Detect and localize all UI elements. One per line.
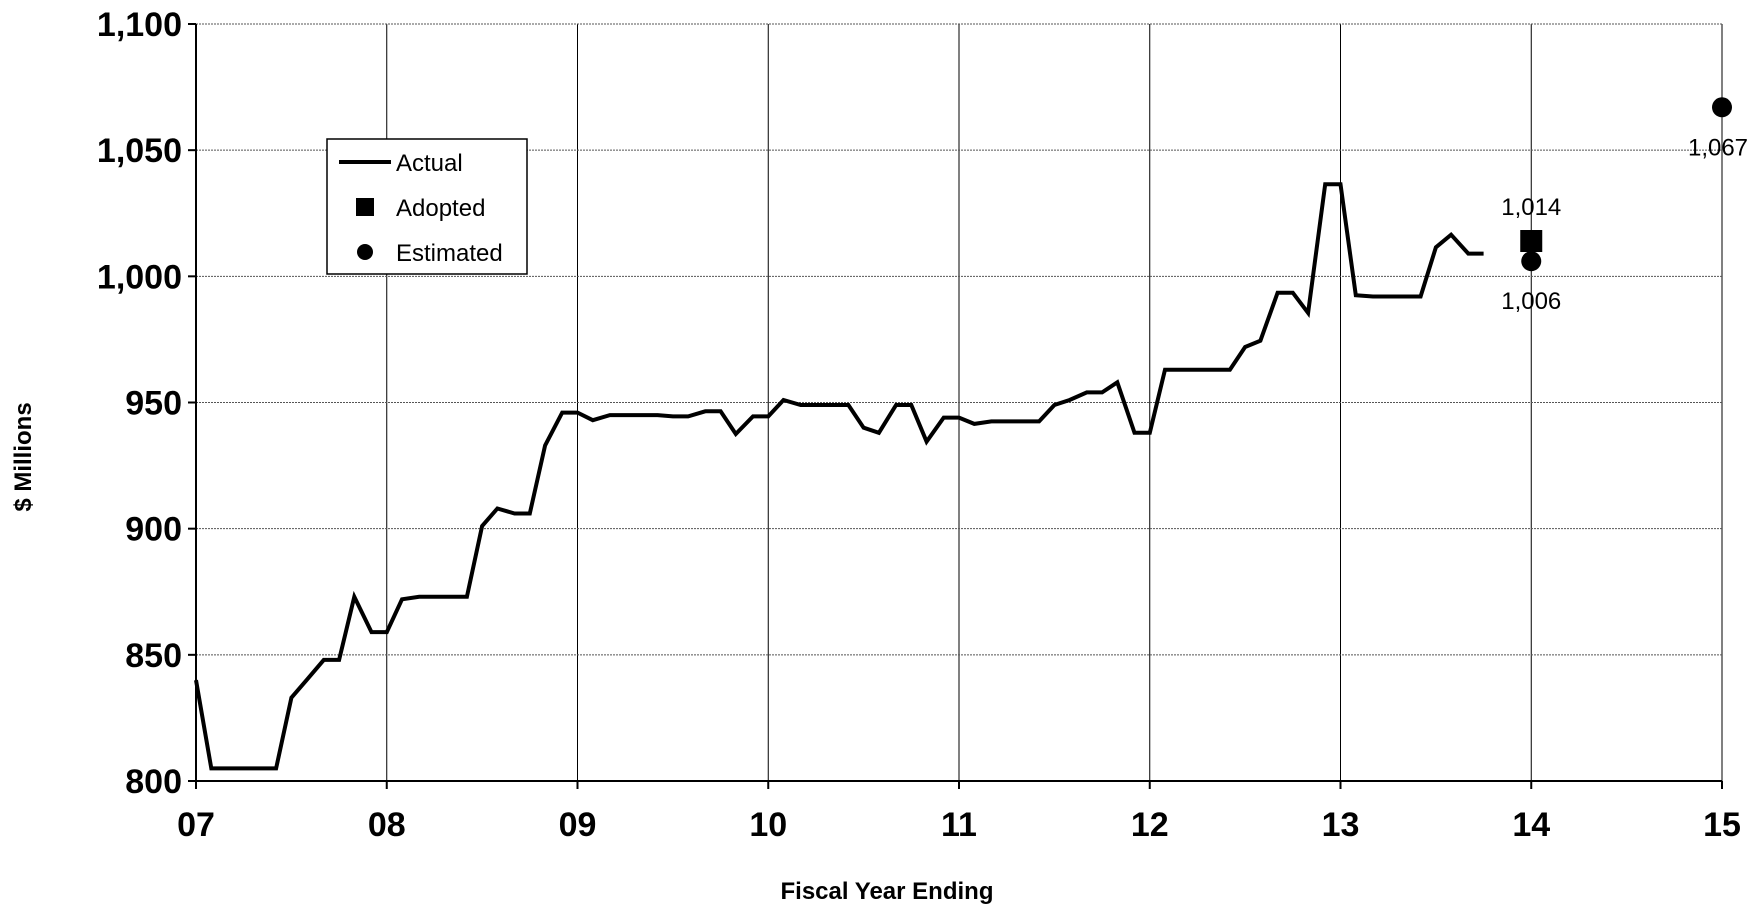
x-tick-label: 09 [559,806,597,844]
y-tick-label: 1,050 [97,132,182,170]
x-tick-label: 08 [368,806,406,844]
adopted-data-label: 1,014 [1501,194,1561,221]
estimated-data-label: 1,067 [1688,134,1748,161]
estimated-marker [1712,97,1732,117]
legend-label-estimated: Estimated [396,240,503,267]
grid-lines [196,24,1722,781]
x-tick-label: 10 [749,806,787,844]
x-axis-title: Fiscal Year Ending [781,878,994,905]
estimated-marker [1521,251,1541,271]
y-tick-label: 850 [125,637,182,675]
legend-circle-icon [357,244,373,260]
x-tick-label: 12 [1131,806,1169,844]
y-tick-label: 1,100 [97,6,182,44]
y-tick-label: 800 [125,763,182,801]
x-tick-label: 11 [941,806,977,844]
data-labels: 1,014 1,006 1,067 [1501,134,1748,315]
estimated-data-label: 1,006 [1501,288,1561,315]
y-axis-title: $ Millions [10,402,37,511]
y-tick-label: 900 [125,511,182,549]
legend-square-icon [356,198,374,216]
legend-label-adopted: Adopted [396,195,485,222]
x-tick-label: 14 [1512,806,1550,844]
legend-label-actual: Actual [396,150,463,177]
adopted-marker [1520,230,1542,252]
y-tick-label: 1,000 [97,258,182,296]
x-tick-label: 15 [1703,806,1741,844]
legend: Actual Adopted Estimated [327,139,527,274]
x-tick-label: 07 [177,806,215,844]
x-tick-label: 13 [1322,806,1360,844]
y-tick-label: 950 [125,385,182,423]
